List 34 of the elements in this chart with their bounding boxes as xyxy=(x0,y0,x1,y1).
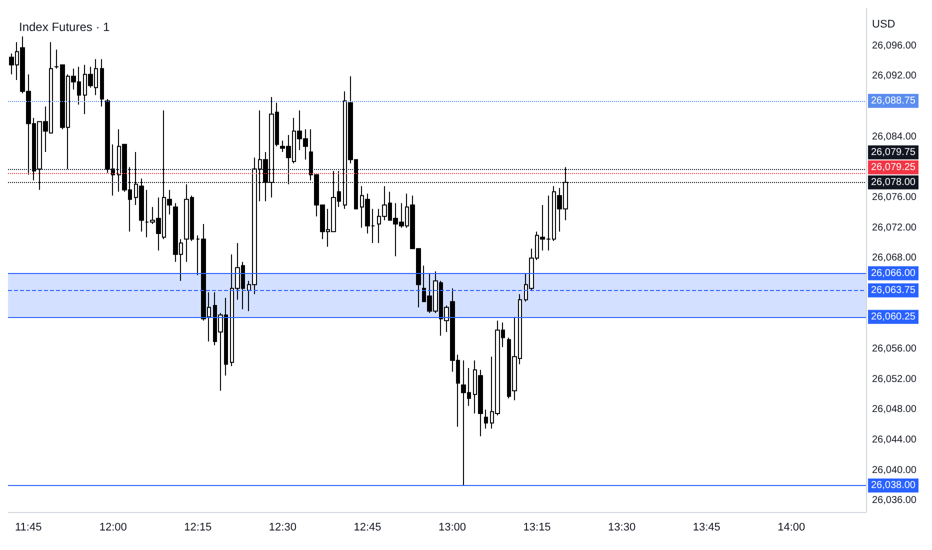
x-tick-label: 13:30 xyxy=(608,522,636,534)
x-tick-label: 13:15 xyxy=(523,522,551,534)
ref-line-label: 26,063.75 xyxy=(871,284,916,296)
ref-line-label: 26,038.00 xyxy=(871,480,916,491)
ref-line-label: 26,079.75 xyxy=(871,146,916,158)
y-tick-label: 26,036.00 xyxy=(872,495,917,506)
ref-line-label: 26,088.75 xyxy=(871,95,916,106)
y-tick-label: 26,092.00 xyxy=(872,70,917,82)
x-tick-label: 12:45 xyxy=(354,522,382,534)
y-tick-label: 26,076.00 xyxy=(872,192,917,203)
y-axis-title: USD xyxy=(872,18,896,30)
ref-line-label: 26,060.25 xyxy=(871,311,916,322)
y-tick-label: 26,096.00 xyxy=(872,40,917,52)
x-tick-label: 12:30 xyxy=(268,522,296,534)
y-tick-label: 26,040.00 xyxy=(872,464,917,476)
y-tick-label: 26,068.00 xyxy=(872,252,917,264)
x-tick-label: 13:00 xyxy=(438,522,466,534)
text: Index Futures · 1 xyxy=(19,20,110,34)
y-tick-label: 26,044.00 xyxy=(872,434,917,446)
x-tick-label: 12:00 xyxy=(99,522,127,534)
y-tick-label: 26,048.00 xyxy=(872,404,917,416)
candlestick xyxy=(100,58,104,108)
y-tick-label: 26,052.00 xyxy=(872,374,917,385)
ref-line-label: 26,079.25 xyxy=(871,162,916,173)
candlestick xyxy=(484,409,488,430)
y-tick-label: 26,072.00 xyxy=(872,222,917,234)
y-tick-label: 26,056.00 xyxy=(872,344,917,355)
x-tick-label: 12:15 xyxy=(184,522,212,534)
x-tick-label: 13:45 xyxy=(692,522,720,534)
ref-line-label: 26,066.00 xyxy=(871,268,916,279)
x-tick-label: 14:00 xyxy=(778,522,806,534)
x-tick-label: 11:45 xyxy=(14,522,42,534)
y-tick-label: 26,084.00 xyxy=(872,131,917,142)
ref-line-label: 26,078.00 xyxy=(871,176,916,188)
